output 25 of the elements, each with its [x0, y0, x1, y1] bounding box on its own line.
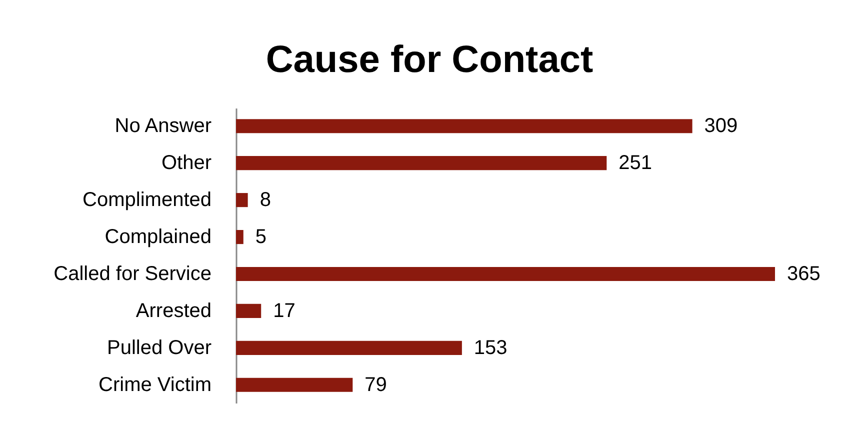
- data-label: 365: [787, 262, 820, 285]
- bar: [236, 156, 607, 170]
- y-tick-label: Arrested: [136, 300, 212, 322]
- data-label: 79: [364, 374, 387, 396]
- data-label: 309: [704, 115, 738, 138]
- data-label: 153: [474, 336, 508, 359]
- bar: [236, 230, 244, 244]
- y-tick-label: Other: [161, 152, 212, 174]
- data-label: 251: [618, 152, 652, 174]
- chart-title: Cause for Contact: [266, 39, 594, 81]
- y-tick-label: Called for Service: [54, 262, 212, 285]
- bar: [236, 378, 353, 392]
- y-tick-label: Pulled Over: [107, 336, 212, 359]
- bar: [236, 266, 775, 282]
- data-label: 17: [273, 300, 296, 322]
- bar: [236, 193, 248, 208]
- y-tick-label: No Answer: [114, 115, 212, 138]
- data-label: 8: [260, 189, 271, 212]
- y-tick-label: Crime Victim: [98, 374, 212, 396]
- y-tick-label: Complimented: [82, 189, 212, 212]
- bar: [236, 304, 262, 318]
- y-tick-label: Complained: [104, 226, 212, 248]
- bar: [236, 119, 692, 134]
- data-label: 5: [255, 226, 267, 248]
- bar: [236, 340, 462, 355]
